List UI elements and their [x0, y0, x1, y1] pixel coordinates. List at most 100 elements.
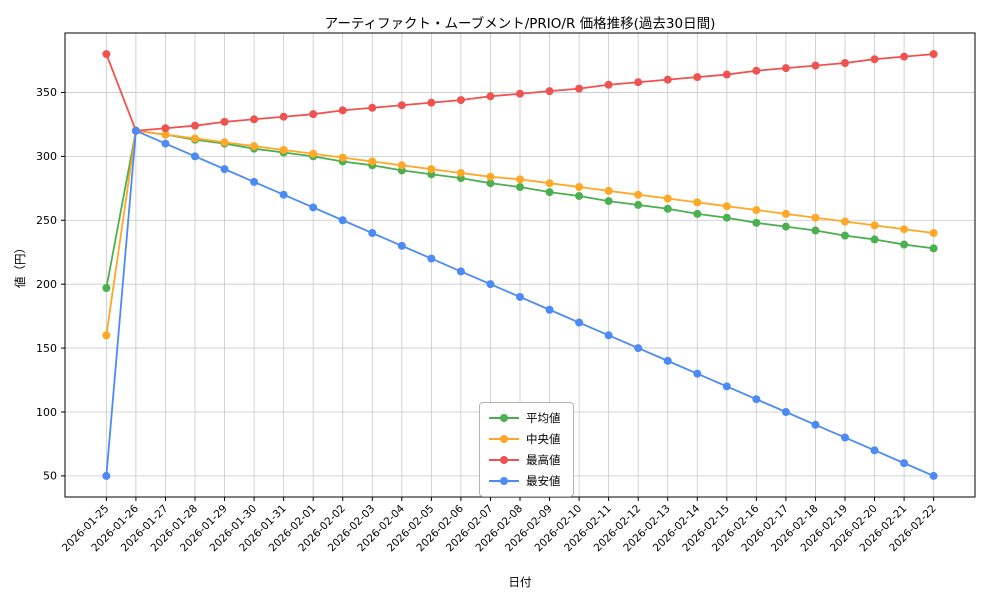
data-point-min: [752, 395, 761, 404]
data-point-median: [929, 229, 938, 238]
data-point-median: [220, 138, 229, 147]
data-point-median: [368, 157, 377, 166]
data-point-max: [516, 89, 524, 98]
x-axis-label: 日付: [508, 575, 532, 589]
data-point-min: [663, 356, 672, 365]
data-point-min: [220, 165, 229, 174]
data-point-min: [811, 420, 820, 429]
data-point-min: [131, 126, 140, 135]
legend-marker-max-icon: [489, 454, 519, 466]
data-point-median: [161, 130, 170, 139]
data-point-median: [516, 175, 524, 184]
legend-label-min: 最安値: [526, 474, 561, 488]
data-point-min: [841, 433, 849, 442]
data-point-min: [191, 152, 199, 161]
data-point-max: [191, 121, 199, 130]
data-point-min: [634, 344, 643, 353]
data-point-min: [338, 216, 347, 225]
data-point-average: [841, 231, 849, 240]
data-point-max: [309, 110, 318, 119]
data-point-max: [634, 78, 643, 87]
data-point-max: [722, 70, 731, 79]
x-axis-ticks: 2026-01-252026-01-262026-01-272026-01-28…: [60, 497, 939, 554]
data-point-min: [870, 446, 879, 455]
data-point-max: [604, 80, 613, 89]
data-point-median: [427, 165, 436, 174]
data-point-min: [250, 177, 259, 186]
data-point-average: [663, 204, 672, 213]
data-point-max: [841, 59, 849, 68]
data-point-max: [486, 92, 495, 101]
data-point-max: [575, 84, 584, 93]
y-tick-label: 300: [36, 150, 57, 163]
data-point-median: [811, 213, 820, 222]
data-point-max: [811, 61, 820, 70]
data-point-median: [870, 221, 879, 230]
data-point-max: [929, 50, 938, 59]
data-point-min: [575, 318, 584, 327]
legend-item-min: 最安値: [489, 473, 561, 489]
data-point-average: [693, 209, 702, 218]
data-point-min: [722, 382, 731, 391]
legend-label-max: 最高値: [526, 453, 561, 467]
legend-item-average: 平均値: [489, 410, 561, 426]
chart-title: アーティファクト・ムーブメント/PRIO/R 価格推移(過去30日間): [324, 16, 716, 32]
data-point-min: [397, 241, 406, 250]
series-min: [102, 126, 938, 480]
y-tick-label: 250: [36, 214, 57, 227]
data-point-max: [368, 103, 377, 112]
data-point-max: [752, 66, 761, 75]
data-point-max: [250, 115, 259, 124]
data-point-median: [250, 142, 259, 151]
data-point-median: [397, 161, 406, 170]
data-point-average: [102, 284, 111, 293]
data-point-max: [663, 75, 672, 84]
data-point-min: [604, 331, 613, 340]
data-point-median: [693, 198, 702, 207]
data-point-max: [279, 112, 288, 121]
data-point-max: [693, 73, 702, 82]
legend-marker-average-icon: [489, 412, 519, 424]
data-point-median: [191, 134, 199, 143]
data-point-min: [102, 471, 111, 480]
data-point-average: [900, 240, 909, 249]
data-point-max: [456, 96, 465, 105]
data-point-min: [516, 292, 524, 301]
legend-item-max: 最高値: [489, 452, 561, 468]
data-point-average: [722, 213, 731, 222]
data-point-min: [456, 267, 465, 276]
data-point-average: [634, 200, 643, 209]
data-point-min: [279, 190, 288, 199]
y-tick-label: 150: [36, 342, 57, 355]
legend-label-average: 平均値: [526, 411, 561, 425]
data-point-min: [368, 229, 377, 238]
legend-marker-median-icon: [489, 433, 519, 445]
data-point-min: [309, 203, 318, 212]
y-axis-ticks: 50 100 150 200 250 300 350: [36, 86, 65, 483]
data-point-average: [486, 179, 495, 188]
data-point-average: [870, 235, 879, 244]
y-axis-label: 値（円）: [13, 242, 27, 288]
data-point-average: [929, 244, 938, 253]
data-point-median: [752, 206, 761, 215]
y-tick-label: 350: [36, 86, 57, 99]
data-point-average: [781, 222, 790, 231]
data-point-min: [486, 280, 495, 289]
y-tick-label: 200: [36, 278, 57, 291]
data-point-average: [752, 218, 761, 227]
data-point-min: [693, 369, 702, 378]
legend-item-median: 中央値: [489, 431, 561, 447]
series-max: [102, 50, 938, 135]
data-point-median: [781, 209, 790, 218]
data-point-median: [575, 183, 584, 192]
data-point-median: [456, 168, 465, 177]
data-point-max: [397, 101, 406, 110]
data-point-average: [811, 226, 820, 235]
chart-legend: 平均値中央値最高値最安値: [479, 402, 574, 497]
data-point-max: [900, 52, 909, 61]
data-point-median: [338, 153, 347, 162]
data-point-median: [309, 149, 318, 158]
y-tick-label: 50: [43, 470, 57, 483]
